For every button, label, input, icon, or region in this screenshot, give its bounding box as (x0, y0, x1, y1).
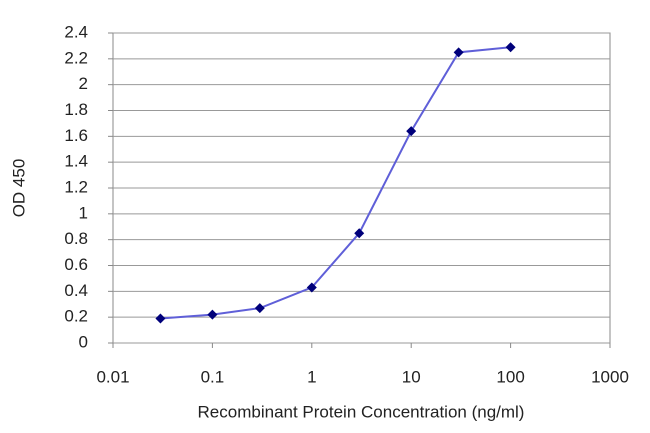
y-tick-label: 0.8 (64, 229, 88, 248)
x-axis-label: Recombinant Protein Concentration (ng/ml… (198, 402, 525, 421)
y-tick-label: 0.4 (64, 281, 88, 300)
y-tick-label: 1.2 (64, 177, 88, 196)
data-point (207, 309, 218, 320)
data-point (406, 126, 417, 137)
y-tick-label: 0.2 (64, 307, 88, 326)
y-tick-label: 2.2 (64, 48, 88, 67)
x-tick-label: 1 (307, 367, 316, 386)
data-point (354, 228, 365, 239)
y-tick-label: 2 (79, 74, 88, 93)
y-tick-label: 0 (79, 332, 88, 351)
y-axis-label: OD 450 (9, 159, 28, 218)
y-tick-label: 1.6 (64, 126, 88, 145)
x-tick-label: 10 (402, 367, 421, 386)
data-point (155, 313, 166, 324)
x-tick-label: 0.1 (201, 367, 225, 386)
y-tick-label: 1 (79, 203, 88, 222)
data-point (505, 42, 516, 53)
data-line (160, 46, 511, 320)
y-tick-label: 1.8 (64, 100, 88, 119)
x-tick-label: 1000 (591, 367, 629, 386)
y-tick-label: 0.6 (64, 255, 88, 274)
y-tick-label: 2.4 (64, 22, 88, 41)
x-tick-label: 0.01 (96, 367, 129, 386)
data-point (453, 47, 464, 58)
data-point (306, 282, 317, 293)
x-tick-label: 100 (496, 367, 524, 386)
data-point (254, 303, 265, 314)
y-tick-label: 1.4 (64, 152, 88, 171)
